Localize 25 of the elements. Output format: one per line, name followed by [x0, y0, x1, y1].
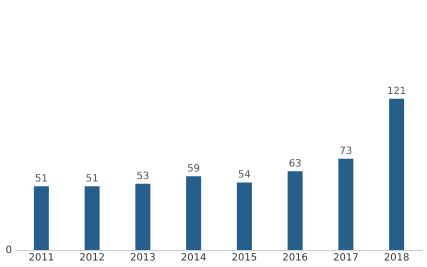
bar — [389, 98, 404, 250]
x-tick-label: 2015 — [232, 252, 258, 264]
x-tick-label: 2013 — [130, 252, 156, 264]
bar — [84, 186, 100, 250]
x-tick-label: 2017 — [333, 252, 359, 264]
bar — [135, 184, 150, 250]
data-label: 121 — [387, 86, 406, 97]
x-tick-label: 2014 — [180, 252, 206, 264]
data-label: 59 — [187, 163, 200, 174]
data-label: 73 — [340, 146, 352, 157]
data-label: 51 — [86, 173, 98, 184]
x-tick-label: 2018 — [384, 252, 410, 264]
bar — [34, 186, 49, 250]
x-tick-label: 2011 — [28, 252, 54, 264]
x-tick-label: 2012 — [79, 252, 105, 264]
data-label: 53 — [136, 170, 150, 182]
data-label: 54 — [238, 170, 251, 181]
data-label: 51 — [35, 173, 48, 184]
bar — [288, 171, 303, 250]
bar — [236, 182, 252, 250]
data-label: 63 — [288, 158, 302, 170]
bar — [186, 176, 202, 250]
text: 0 — [6, 245, 12, 256]
bar — [338, 158, 354, 250]
x-tick-label: 2016 — [282, 252, 308, 264]
